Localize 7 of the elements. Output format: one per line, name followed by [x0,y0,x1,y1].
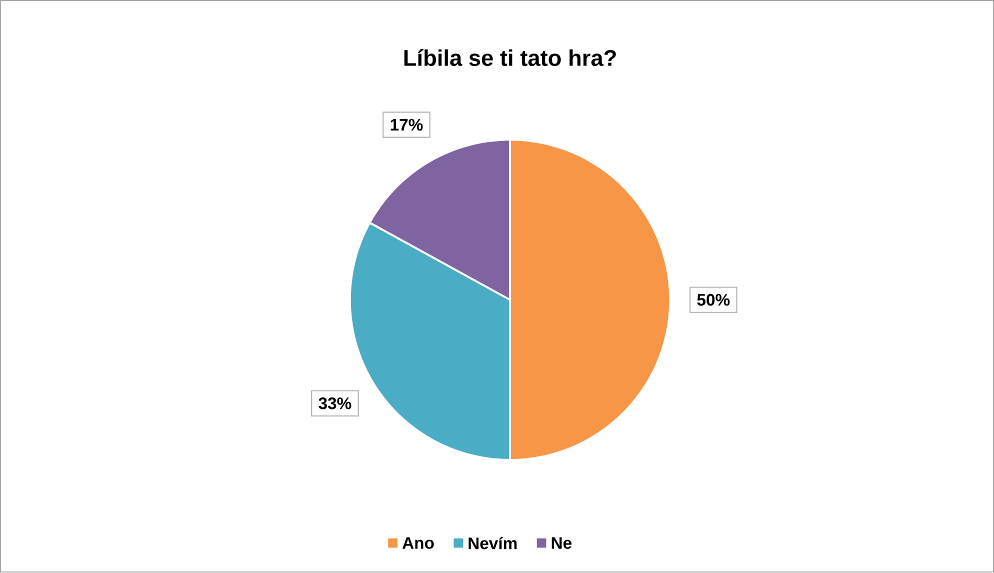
legend-label: Ano [402,537,434,550]
legend-label: Nevím [468,537,517,550]
chart-title: Líbila se ti tato hra? [404,49,616,66]
legend-label: Ne [552,537,572,550]
data-label: 50% [697,294,730,306]
data-label: 33% [318,398,352,410]
data-label: 17% [390,119,423,131]
